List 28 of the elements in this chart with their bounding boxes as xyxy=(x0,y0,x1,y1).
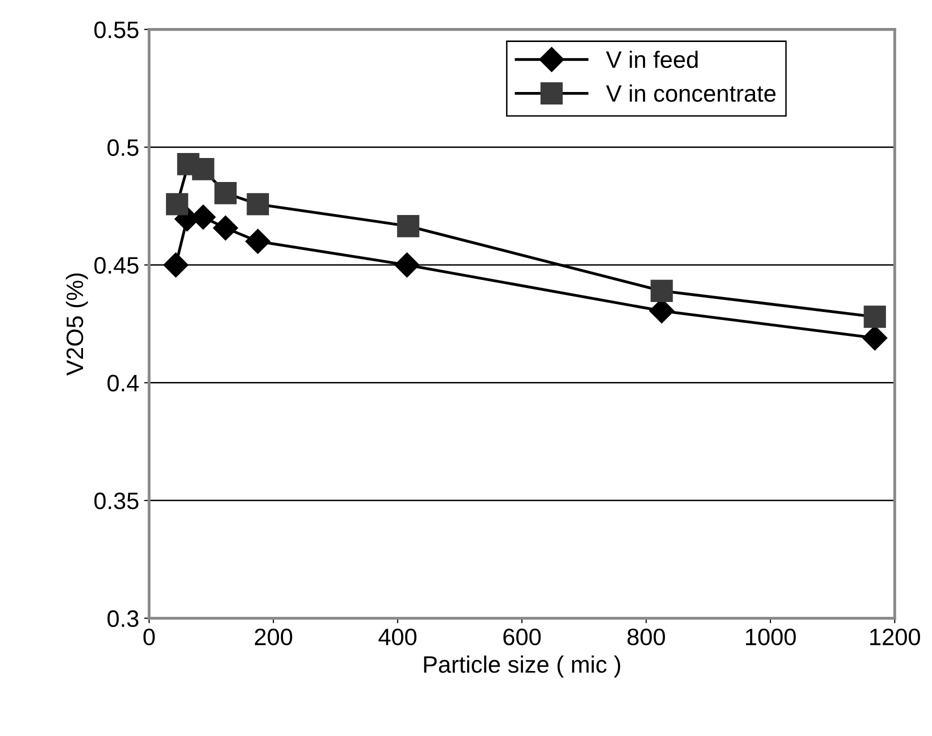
y-tick-label: 0.55 xyxy=(94,22,138,38)
x-tick-label: 800 xyxy=(628,628,665,646)
y-tick-label: 0.45 xyxy=(94,257,138,274)
point xyxy=(163,252,188,278)
y-tick-label: 0.5 xyxy=(108,139,138,156)
x-tick-label: 0 xyxy=(143,628,155,646)
x-tick-label: 400 xyxy=(378,628,416,646)
legend-label: V in feed xyxy=(606,50,698,68)
point xyxy=(650,280,673,302)
y-tick-label: 0.4 xyxy=(108,374,139,392)
point xyxy=(214,182,237,204)
point xyxy=(246,193,269,216)
legend-label: V in concentrate xyxy=(606,84,776,102)
point xyxy=(864,306,886,328)
point xyxy=(245,228,270,254)
x-tick-label: 600 xyxy=(503,628,541,646)
y-tick-label: 0.3 xyxy=(108,610,138,628)
x-tick-label: 200 xyxy=(254,628,292,646)
x-tick-label: 1000 xyxy=(746,628,796,646)
y-axis-title: V2O5 (%) xyxy=(66,273,88,376)
point xyxy=(394,252,420,278)
y-tick-label: 0.35 xyxy=(94,492,138,510)
point xyxy=(397,214,420,238)
point xyxy=(192,158,214,180)
point xyxy=(213,216,238,240)
x-axis-title: Particle size ( mic ) xyxy=(424,656,620,678)
point xyxy=(166,193,188,216)
x-tick-label: 1200 xyxy=(870,628,920,646)
